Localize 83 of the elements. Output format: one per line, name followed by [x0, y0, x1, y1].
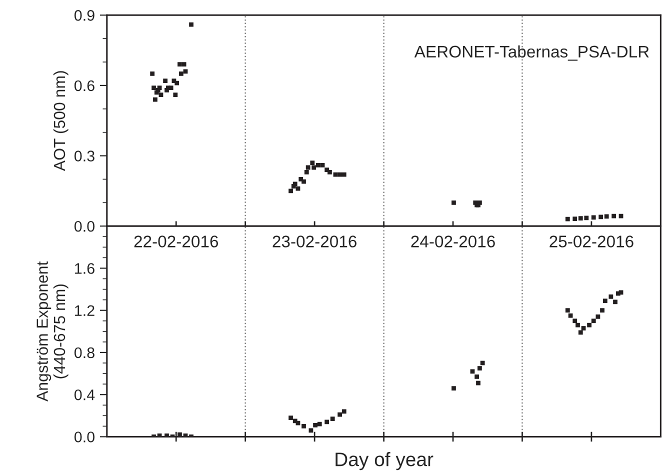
point	[578, 330, 583, 335]
y-axis-title: Angström Exponent (440-675 nm)	[36, 261, 68, 402]
point	[168, 86, 174, 90]
point	[158, 92, 164, 98]
point	[584, 216, 589, 220]
point	[328, 170, 332, 174]
point	[150, 72, 155, 76]
point	[174, 80, 180, 86]
y-tick-label: 0.9	[74, 10, 94, 21]
point	[178, 72, 184, 76]
point	[474, 374, 480, 379]
point	[157, 86, 162, 90]
point	[308, 428, 314, 433]
point	[152, 86, 156, 90]
point	[587, 322, 592, 328]
point	[182, 62, 186, 67]
point	[581, 326, 586, 330]
point	[477, 200, 482, 205]
point	[578, 216, 583, 221]
point	[306, 165, 310, 170]
y-tick-label: 0.3	[74, 150, 94, 162]
point	[568, 313, 573, 318]
point	[183, 69, 188, 74]
point	[313, 422, 318, 428]
point	[338, 172, 342, 177]
point	[288, 188, 293, 194]
y-axis-title: AOT (500 nm)	[53, 71, 68, 172]
y-tick-label: 1.2	[75, 305, 94, 316]
point	[613, 300, 618, 304]
point	[576, 322, 580, 328]
point	[476, 380, 480, 386]
point	[296, 186, 300, 191]
point	[565, 308, 570, 313]
y-tick-label: 0.6	[74, 80, 94, 92]
point	[600, 308, 604, 313]
point	[602, 298, 608, 304]
point	[317, 422, 322, 426]
point	[591, 215, 596, 220]
point	[320, 162, 325, 168]
point	[452, 386, 456, 390]
point	[480, 360, 485, 366]
annotation: 24-02-2016	[411, 236, 495, 248]
point	[312, 165, 316, 170]
point	[310, 160, 315, 166]
point	[178, 62, 182, 67]
point	[163, 78, 168, 83]
point	[342, 172, 346, 177]
point	[330, 416, 335, 422]
point	[572, 318, 578, 324]
point	[338, 412, 342, 417]
y-tick-label: 1.6	[75, 263, 94, 274]
annotation: 23-02-2016	[272, 236, 356, 248]
point	[342, 409, 346, 414]
y-tick-label: 0.8	[74, 347, 94, 358]
point	[477, 366, 482, 370]
point	[304, 170, 309, 174]
point	[173, 92, 178, 98]
annotation: 22-02-2016	[134, 236, 218, 248]
point	[572, 216, 578, 222]
point	[288, 416, 293, 420]
point	[604, 214, 609, 219]
point	[302, 424, 306, 428]
point	[316, 162, 320, 168]
annotation: AERONET-Tabernas_PSA-DLR	[414, 45, 649, 61]
point	[596, 314, 600, 319]
x-axis-title: Day of year	[336, 452, 434, 470]
point	[608, 294, 614, 299]
point	[591, 318, 596, 324]
y-tick-label: 0.4	[74, 389, 95, 400]
point	[618, 290, 624, 295]
point	[565, 216, 570, 222]
point	[612, 214, 616, 218]
point	[452, 200, 456, 205]
point	[324, 420, 330, 424]
y-tick-label: 0.0	[74, 432, 95, 442]
annotation: 25-02-2016	[550, 236, 634, 248]
point	[302, 179, 306, 184]
point	[470, 369, 475, 374]
point	[189, 22, 194, 27]
y-tick-label: 0.0	[74, 220, 95, 232]
point	[153, 97, 158, 102]
point	[598, 214, 604, 220]
point	[292, 182, 298, 186]
